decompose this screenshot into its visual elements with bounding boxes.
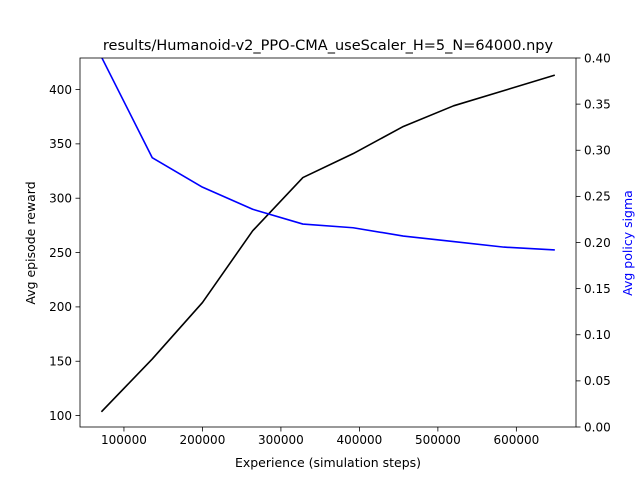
x-tick-label: 500000 [415, 433, 461, 447]
x-axis-label: Experience (simulation steps) [235, 455, 421, 470]
y-left-tick-label: 400 [49, 83, 72, 97]
x-tick-label: 300000 [258, 433, 304, 447]
y-right-tick-label: 0.25 [584, 190, 611, 204]
chart-title: results/Humanoid-v2_PPO-CMA_useScaler_H=… [103, 38, 554, 54]
series-group [100, 58, 556, 413]
x-tick-label: 600000 [493, 433, 539, 447]
y-left-tick-label: 150 [49, 355, 72, 369]
x-tick-label: 200000 [180, 433, 226, 447]
series-line-sigma [101, 58, 555, 251]
y-right-tick-label: 0.40 [584, 51, 611, 65]
axes-layer: 100000 200000 300000 400000 500000 600000 100 1… [49, 51, 611, 447]
y-left-tick-label: 250 [49, 246, 72, 260]
y-right-tick-label: 0.30 [584, 144, 611, 158]
x-tick-label: 100000 [101, 433, 147, 447]
y-axis-label-right: Avg policy sigma [620, 190, 635, 296]
y-left-tick-label: 200 [49, 300, 72, 314]
y-right-tick-label: 0.20 [584, 236, 611, 250]
y-right-tick-label: 0.15 [584, 282, 611, 296]
y-axis-label-left: Avg episode reward [23, 181, 38, 304]
y-right-tick-label: 0.35 [584, 97, 611, 111]
x-tick-label: 400000 [336, 433, 382, 447]
y-left-tick-label: 100 [49, 409, 72, 423]
y-right-tick-label: 0.05 [584, 374, 611, 388]
plot-layer [100, 58, 556, 413]
y-right-tick-label: 0.10 [584, 328, 611, 342]
series-line-reward [100, 74, 556, 413]
y-left-tick-label: 300 [49, 192, 72, 206]
y-left-tick-label: 350 [49, 137, 72, 151]
y-right-tick-label: 0.00 [584, 420, 611, 434]
